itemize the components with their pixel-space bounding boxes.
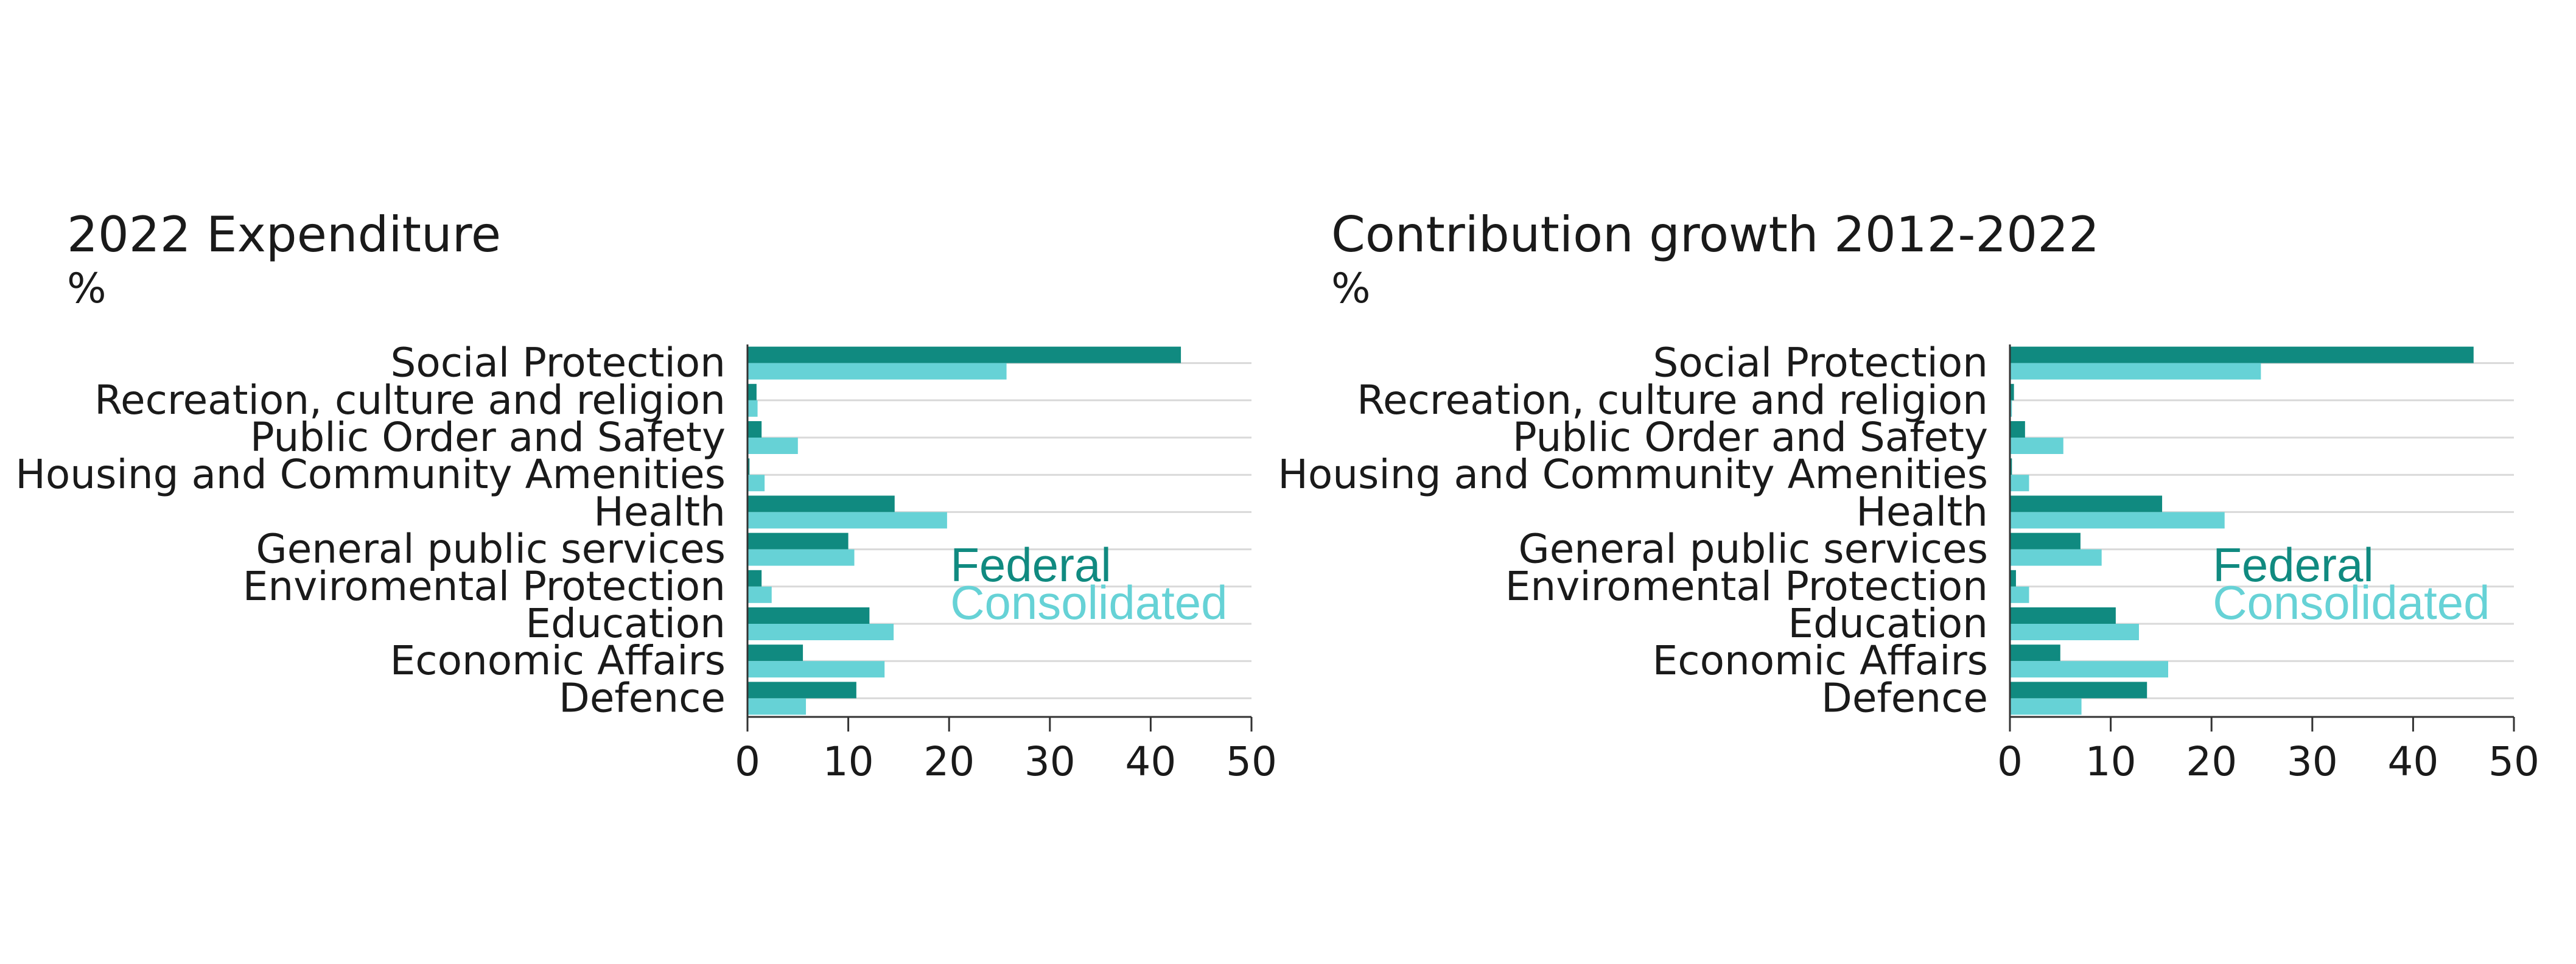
bar-federal xyxy=(2010,682,2147,699)
category-label: Health xyxy=(1856,488,1988,535)
unit-label: % xyxy=(67,265,107,313)
chart-title: Contribution growth 2012-2022 xyxy=(1331,206,2099,263)
category-label: Enviromental Protection xyxy=(1505,563,1988,610)
category-label: Public Order and Safety xyxy=(1513,414,1988,461)
x-tick-label: 50 xyxy=(1226,738,1277,785)
x-tick-label: 0 xyxy=(735,738,760,785)
bar-federal xyxy=(747,570,762,587)
bar-federal xyxy=(2010,458,2012,475)
bar-consolidated xyxy=(2010,549,2102,566)
bar-consolidated xyxy=(2010,586,2029,603)
category-label: Enviromental Protection xyxy=(243,563,726,610)
category-label: Social Protection xyxy=(390,340,726,386)
x-tick-label: 50 xyxy=(2488,738,2539,785)
bar-consolidated xyxy=(2010,363,2261,380)
category-label: Public Order and Safety xyxy=(250,414,726,461)
bar-federal xyxy=(2010,644,2060,662)
bar-consolidated xyxy=(2010,698,2082,715)
category-label: Defence xyxy=(1821,674,1988,721)
legend-consolidated: Consolidated xyxy=(2213,576,2490,629)
bar-federal xyxy=(747,421,762,438)
category-label: Social Protection xyxy=(1653,340,1988,386)
category-label: Economic Affairs xyxy=(390,637,726,684)
x-tick-label: 40 xyxy=(2387,738,2438,785)
panel-contribution-growth: Contribution growth 2012-2022 % Social P… xyxy=(1278,206,2539,785)
bar-consolidated xyxy=(2010,624,2139,640)
category-label: Health xyxy=(593,488,726,535)
category-label: Education xyxy=(525,600,726,647)
category-label: Housing and Community Amenities xyxy=(15,451,726,498)
bar-consolidated xyxy=(747,624,894,640)
bar-consolidated xyxy=(747,661,885,678)
panel-expenditure-2022: 2022 Expenditure % Social ProtectionRecr… xyxy=(15,206,1277,785)
x-tick-label: 30 xyxy=(2287,738,2338,785)
x-tick-label: 30 xyxy=(1024,738,1076,785)
bar-federal xyxy=(2010,570,2016,587)
bar-consolidated xyxy=(747,475,765,492)
bar-consolidated xyxy=(747,698,807,715)
bar-federal xyxy=(747,458,750,475)
x-tick-label: 40 xyxy=(1125,738,1176,785)
chart-title: 2022 Expenditure xyxy=(67,206,501,263)
category-label: Education xyxy=(1788,600,1988,647)
bar-consolidated xyxy=(2010,661,2168,678)
category-label: Recreation, culture and religion xyxy=(1357,377,1988,424)
bar-federal xyxy=(747,533,849,550)
bar-federal xyxy=(2010,421,2025,438)
category-label: Defence xyxy=(559,674,726,721)
bar-federal xyxy=(747,644,803,662)
category-label: Recreation, culture and religion xyxy=(94,377,726,424)
legend-federal: Federal xyxy=(2213,538,2373,592)
bar-federal xyxy=(2010,495,2163,512)
legend-federal: Federal xyxy=(950,538,1111,592)
bar-consolidated xyxy=(747,438,798,454)
bar-consolidated xyxy=(2010,475,2029,492)
category-label: Economic Affairs xyxy=(1653,637,1988,684)
bar-consolidated xyxy=(2010,400,2012,417)
bar-federal xyxy=(747,495,895,512)
bar-federal xyxy=(747,346,1181,363)
bar-federal xyxy=(747,607,870,624)
bar-consolidated xyxy=(747,400,758,417)
bar-federal xyxy=(2010,607,2116,624)
unit-label: % xyxy=(1331,265,1371,313)
bar-consolidated xyxy=(747,512,947,529)
bar-consolidated xyxy=(747,363,1007,380)
x-tick-label: 10 xyxy=(823,738,874,785)
bar-consolidated xyxy=(2010,438,2063,454)
category-label: General public services xyxy=(1519,526,1988,573)
category-label: Housing and Community Amenities xyxy=(1278,451,1988,498)
x-tick-label: 0 xyxy=(1997,738,2023,785)
legend-consolidated: Consolidated xyxy=(950,576,1227,629)
bar-consolidated xyxy=(747,586,772,603)
bar-federal xyxy=(747,383,757,400)
bar-federal xyxy=(2010,533,2081,550)
bar-federal xyxy=(2010,346,2474,363)
category-label: General public services xyxy=(256,526,726,573)
x-tick-label: 20 xyxy=(923,738,975,785)
bar-consolidated xyxy=(747,549,855,566)
x-tick-label: 20 xyxy=(2186,738,2237,785)
x-tick-label: 10 xyxy=(2085,738,2137,785)
bar-federal xyxy=(2010,383,2014,400)
bar-federal xyxy=(747,682,856,699)
bar-consolidated xyxy=(2010,512,2225,529)
